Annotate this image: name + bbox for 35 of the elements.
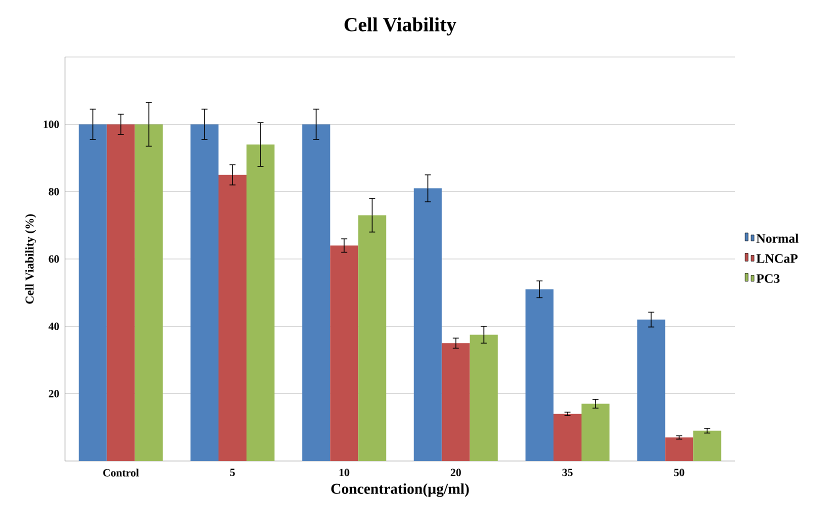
x-tick-label: 20 — [450, 468, 461, 476]
y-tick-label: 20 — [48, 390, 59, 398]
bar — [302, 124, 330, 461]
x-tick-label: 10 — [340, 468, 350, 476]
bar — [414, 188, 442, 461]
bar — [330, 246, 358, 461]
legend-label: Normal — [756, 234, 798, 243]
y-axis-title: Cell Viability (%) — [25, 214, 36, 304]
bar — [637, 320, 666, 461]
y-tick-label: 80 — [48, 188, 59, 196]
bar — [554, 414, 582, 461]
bar — [190, 124, 218, 461]
bar — [218, 174, 246, 461]
bar — [246, 144, 275, 461]
bar — [582, 404, 610, 461]
bar — [526, 289, 554, 461]
x-tick-label: 50 — [674, 468, 684, 476]
bar — [442, 343, 470, 461]
bar — [665, 437, 694, 461]
legend-label: PC3 — [756, 274, 780, 283]
bar — [106, 124, 135, 461]
chart-title: Cell Viability — [344, 17, 456, 36]
bar — [78, 124, 107, 461]
y-tick-label: 60 — [48, 255, 59, 263]
x-tick-label: Control — [103, 468, 139, 476]
y-tick-label: 100 — [44, 120, 59, 128]
y-tick-label: 40 — [48, 322, 59, 330]
legend-label: LNCaP — [756, 254, 798, 263]
x-tick-label: 35 — [562, 468, 573, 476]
bar — [134, 124, 163, 461]
bar — [693, 430, 722, 461]
x-tick-label: 5 — [230, 468, 235, 476]
bar — [470, 334, 498, 461]
bar — [358, 215, 386, 461]
x-axis-title: Concentration(µg/ml) — [331, 483, 469, 497]
